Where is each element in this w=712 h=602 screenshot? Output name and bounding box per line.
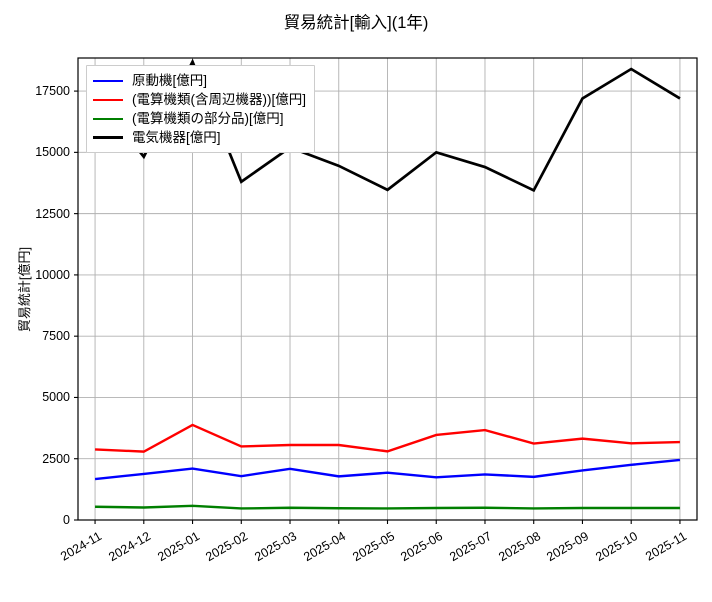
legend-item: 電気機器[億円] — [93, 128, 306, 147]
plot-frame — [77, 57, 698, 521]
y-tick-label: 10000 — [35, 267, 70, 282]
legend-color-swatch — [93, 79, 123, 82]
legend-label: 原動機[億円] — [132, 73, 208, 88]
y-tick-label: 15000 — [35, 145, 70, 160]
legend-color-swatch — [93, 136, 123, 139]
series-line — [95, 504, 680, 510]
page-title: 貿易統計[輸入](1年) — [283, 14, 429, 32]
tick-marks — [74, 90, 681, 524]
legend-item: (電算機類(含周辺機器))[億円] — [93, 90, 306, 109]
data-series-lines — [94, 58, 681, 510]
legend-label: 電気機器[億円] — [132, 130, 221, 145]
y-tick-label: 17500 — [35, 84, 70, 99]
legend-item: (電算機類の部分品)[億円] — [93, 109, 306, 128]
series-line — [94, 58, 681, 193]
y-tick-label: 7500 — [42, 329, 70, 344]
legend-label: (電算機類(含周辺機器))[億円] — [132, 92, 306, 107]
legend-color-swatch — [93, 98, 123, 101]
y-tick-label: 5000 — [42, 390, 70, 405]
y-tick-label: 2500 — [42, 451, 70, 466]
y-tick-label: 0 — [63, 513, 70, 527]
series-line — [94, 458, 681, 481]
legend-color-swatch — [93, 117, 123, 120]
y-tick-label: 12500 — [35, 206, 70, 221]
legend-item: 原動機[億円] — [93, 71, 306, 90]
legend-label: (電算機類の部分品)[億円] — [132, 111, 284, 126]
chart-legend: 原動機[億円] (電算機類(含周辺機器))[億円] (電算機類の部分品)[億円] 電気… — [86, 65, 315, 153]
series-line — [95, 423, 680, 453]
